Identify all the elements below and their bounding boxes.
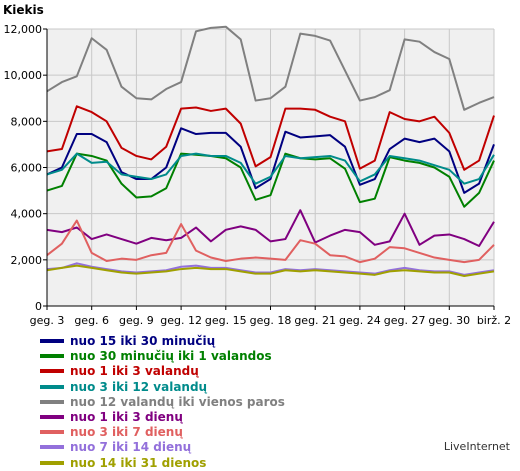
legend-swatch: [40, 369, 64, 374]
legend-swatch: [40, 414, 64, 419]
x-tick-label: geg. 27: [384, 314, 426, 327]
x-tick-label: geg. 12: [160, 314, 202, 327]
x-tick-label: geg. 9: [119, 314, 154, 327]
legend-label: nuo 3 iki 12 valandų: [70, 379, 208, 394]
legend-swatch: [40, 399, 64, 404]
y-tick-label: 10,000: [4, 69, 43, 82]
x-tick-label: birž. 2: [477, 314, 511, 327]
legend-label: nuo 15 iki 30 minučių: [70, 334, 216, 348]
legend-label: nuo 1 iki 3 dienų: [70, 409, 183, 424]
x-tick-label: geg. 3: [30, 314, 65, 327]
legend-swatch: [40, 430, 64, 435]
x-tick-label: geg. 15: [205, 314, 247, 327]
x-tick-label: geg. 21: [294, 314, 336, 327]
x-tick-label: geg. 30: [428, 314, 470, 327]
y-tick-label: 6,000: [11, 162, 43, 175]
series-line-9: [46, 264, 495, 277]
x-tick-label: geg. 18: [250, 314, 292, 327]
series-lines: [46, 25, 495, 277]
y-tick-label: 0: [35, 300, 42, 313]
series-line-4: [46, 152, 495, 185]
axes: 0 2,000 4,000 6,000 8,000 10,000 12,000 geg. 3 g…: [4, 23, 512, 327]
series-line-1: [46, 127, 495, 194]
legend-label: nuo 30 minučių iki 1 valandos: [70, 349, 272, 364]
legend-swatch: [40, 460, 64, 465]
legend-label: nuo 12 valandų iki vienos paros: [70, 394, 285, 409]
series-line-3: [46, 105, 495, 171]
x-tick-label: geg. 24: [339, 314, 381, 327]
y-axis-title: Kiekis: [3, 3, 44, 17]
y-tick-label: 12,000: [4, 23, 43, 36]
series-line-8: [46, 262, 495, 276]
legend-label: nuo 3 iki 7 dienų: [70, 425, 183, 440]
legend-swatch: [40, 354, 64, 359]
series-line-2: [46, 152, 495, 208]
y-tick-label: 2,000: [11, 254, 43, 267]
x-tick-label: geg. 6: [74, 314, 109, 327]
series-line-5: [46, 25, 495, 111]
legend-swatch: [40, 384, 64, 389]
series-line-7: [46, 219, 495, 264]
y-tick-label: 8,000: [11, 115, 43, 128]
legend-label: nuo 14 iki 31 dienos: [70, 455, 207, 470]
watermark: LiveInternet: [443, 440, 510, 453]
legend-label: nuo 1 iki 3 valandų: [70, 364, 199, 379]
legend-swatch: [40, 445, 64, 450]
legend-label: nuo 7 iki 14 dienų: [70, 440, 192, 455]
y-tick-label: 4,000: [11, 208, 43, 221]
line-chart: 0 2,000 4,000 6,000 8,000 10,000 12,000 geg. 3 g…: [4, 23, 512, 327]
series-line-6: [46, 209, 495, 247]
legend-swatch: [40, 339, 64, 343]
